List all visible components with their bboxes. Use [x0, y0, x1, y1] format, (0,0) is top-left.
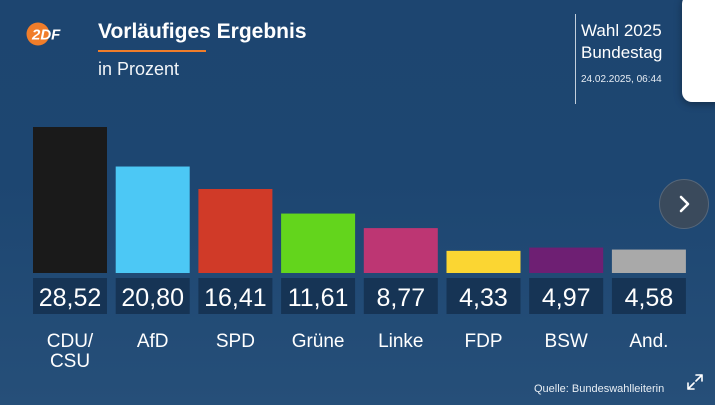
- value-label-box: [33, 278, 107, 314]
- chevron-right-icon: [679, 195, 690, 213]
- expand-button[interactable]: [684, 371, 706, 393]
- category-label: AfD: [137, 331, 169, 352]
- svg-text:2DF: 2DF: [31, 27, 61, 44]
- bar: [363, 228, 438, 273]
- source-note: Quelle: Bundeswahlleiterin: [534, 383, 665, 395]
- zdf-logo: 2DF: [26, 22, 76, 46]
- category-label: Grüne: [292, 331, 345, 352]
- category-label: FDP: [465, 331, 503, 352]
- value-label-box: [611, 278, 686, 314]
- side-panel-card[interactable]: [682, 0, 715, 102]
- chart-subtitle: in Prozent: [98, 59, 180, 79]
- category-label: And.: [629, 331, 668, 352]
- value-label: 8,77: [376, 284, 425, 312]
- bar: [115, 166, 190, 273]
- bar: [281, 213, 356, 273]
- category-label: CDU/CSU: [47, 331, 94, 372]
- category-label: SPD: [216, 331, 255, 352]
- chart-title: Vorläufiges Ergebnis: [98, 20, 307, 43]
- value-label-box: [115, 278, 190, 314]
- bar: [33, 127, 107, 273]
- value-label: 4,58: [625, 284, 674, 312]
- category-label: Linke: [378, 331, 423, 352]
- value-label: 28,52: [39, 284, 102, 312]
- title-underline: [98, 50, 206, 52]
- value-label: 4,97: [542, 284, 591, 312]
- value-label-box: [363, 278, 438, 314]
- expand-icon: [687, 374, 703, 390]
- value-label-box: [281, 278, 356, 314]
- value-label-box: [529, 278, 604, 314]
- value-label-box: [446, 278, 521, 314]
- value-label: 11,61: [288, 284, 349, 312]
- timestamp: 24.02.2025, 06:44: [581, 74, 662, 85]
- next-button[interactable]: [659, 179, 709, 229]
- category-label: BSW: [545, 331, 588, 352]
- bar: [446, 250, 521, 273]
- value-label-box: [198, 278, 273, 314]
- election-title: Wahl 2025 Bundestag: [581, 20, 681, 64]
- bar: [529, 247, 604, 273]
- election-title-year: Wahl 2025: [581, 21, 662, 40]
- header-divider: [575, 14, 576, 104]
- value-label: 16,41: [204, 284, 267, 312]
- election-title-body: Bundestag: [581, 43, 663, 62]
- value-label: 20,80: [121, 284, 184, 312]
- bar: [611, 249, 686, 273]
- bar: [198, 188, 273, 273]
- value-label: 4,33: [459, 284, 508, 312]
